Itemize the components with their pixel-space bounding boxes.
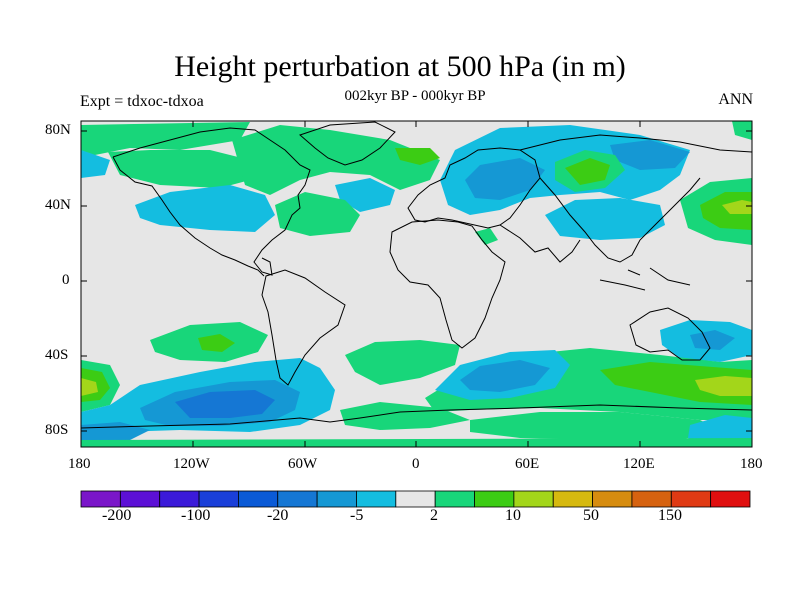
- lon-tick-label: 60E: [515, 456, 540, 472]
- lon-tick-label: 180: [68, 456, 91, 472]
- colorbar-swatch: [552, 490, 593, 508]
- colorbar-swatch: [159, 490, 200, 508]
- lon-tick-label: 0: [412, 456, 420, 472]
- contour-green-region: [232, 125, 440, 195]
- contour-midblue-region: [465, 158, 545, 200]
- contour-lightblue-region: [81, 150, 110, 178]
- contour-midblue-region: [610, 140, 690, 170]
- lat-tick-label: 80N: [45, 122, 71, 138]
- contour-brightgreen-region: [600, 362, 752, 405]
- coastline: [299, 121, 396, 166]
- lon-tick-label: 120E: [623, 456, 655, 472]
- lon-tick-label: 60W: [288, 456, 318, 472]
- colorbar-swatch: [474, 490, 515, 508]
- contour-green-region: [470, 412, 720, 440]
- page-title: Height perturbation at 500 hPa (in m): [174, 50, 626, 83]
- colorbar-label: -5: [350, 507, 364, 524]
- colorbar-swatch: [592, 490, 633, 508]
- colorbar-swatch: [513, 490, 554, 508]
- coastline: [629, 307, 711, 361]
- lat-tick-label: 0: [62, 272, 70, 288]
- colorbar-swatch: [631, 490, 672, 508]
- colorbar-label: -100: [181, 507, 211, 524]
- contour-lightblue-region: [545, 198, 665, 240]
- coastline: [499, 224, 581, 263]
- colorbar-swatch: [395, 490, 436, 508]
- coastline: [389, 219, 506, 349]
- contour-midblue-region: [690, 330, 735, 350]
- colorbar-swatch: [80, 490, 121, 508]
- lon-tick-label: 180: [740, 456, 763, 472]
- colorbar-label: 2: [430, 507, 438, 524]
- contour-brightgreen-region: [395, 148, 440, 165]
- experiment-label: Expt = tdxoc-tdxoa: [80, 93, 204, 110]
- contour-lightblue-region: [135, 185, 275, 232]
- contour-brightgreen-region: [198, 334, 235, 352]
- season-label: ANN: [718, 91, 753, 108]
- contour-yellowgreen-region: [695, 376, 752, 396]
- colorbar-label: -200: [102, 507, 132, 524]
- colorbar-label: 150: [658, 507, 682, 524]
- continent-outlines: [81, 121, 752, 429]
- contour-deepblue-region: [175, 390, 275, 418]
- contour-midblue-region: [460, 360, 550, 392]
- coastline: [519, 134, 752, 153]
- contour-yellowgreen-region: [722, 200, 752, 214]
- lat-tick-label: 40S: [45, 347, 69, 363]
- subtitle: 002kyr BP - 000kyr BP: [344, 88, 486, 104]
- colorbar-label: -20: [267, 507, 289, 524]
- colorbar-swatch: [670, 490, 712, 508]
- coastline: [261, 269, 346, 386]
- lat-tick-label: 80S: [45, 422, 69, 438]
- contour-green-region: [275, 192, 360, 236]
- coastline: [539, 177, 701, 263]
- coastline: [407, 147, 541, 229]
- colorbar-swatch: [238, 490, 279, 508]
- contour-yellowgreen-region: [81, 378, 98, 396]
- contour-green-region: [340, 402, 470, 430]
- colorbar-label: 10: [505, 507, 521, 524]
- colorbar: [80, 490, 751, 508]
- colorbar-swatch: [710, 490, 751, 508]
- contour-green-region: [108, 150, 250, 188]
- lon-tick-label: 120W: [173, 456, 210, 472]
- coastline: [599, 267, 691, 291]
- colorbar-swatch: [434, 490, 475, 508]
- contour-lightblue-region: [335, 178, 395, 212]
- coastline: [112, 127, 311, 276]
- colorbar-label: 50: [583, 507, 599, 524]
- contour-green-region: [732, 121, 752, 140]
- coastline: [112, 156, 265, 277]
- lat-tick-label: 40N: [45, 197, 71, 213]
- contour-brightgreen-region: [565, 158, 610, 185]
- colorbar-swatch: [316, 490, 357, 508]
- colorbar-swatch: [277, 490, 318, 508]
- colorbar-swatch: [119, 490, 161, 508]
- contour-green-region: [475, 228, 498, 245]
- colorbar-swatch: [198, 490, 239, 508]
- axis-ticks: [81, 121, 752, 447]
- coastline: [81, 404, 752, 429]
- contour-green-region: [345, 340, 460, 385]
- contour-field: [81, 121, 752, 447]
- colorbar-swatch: [356, 490, 397, 508]
